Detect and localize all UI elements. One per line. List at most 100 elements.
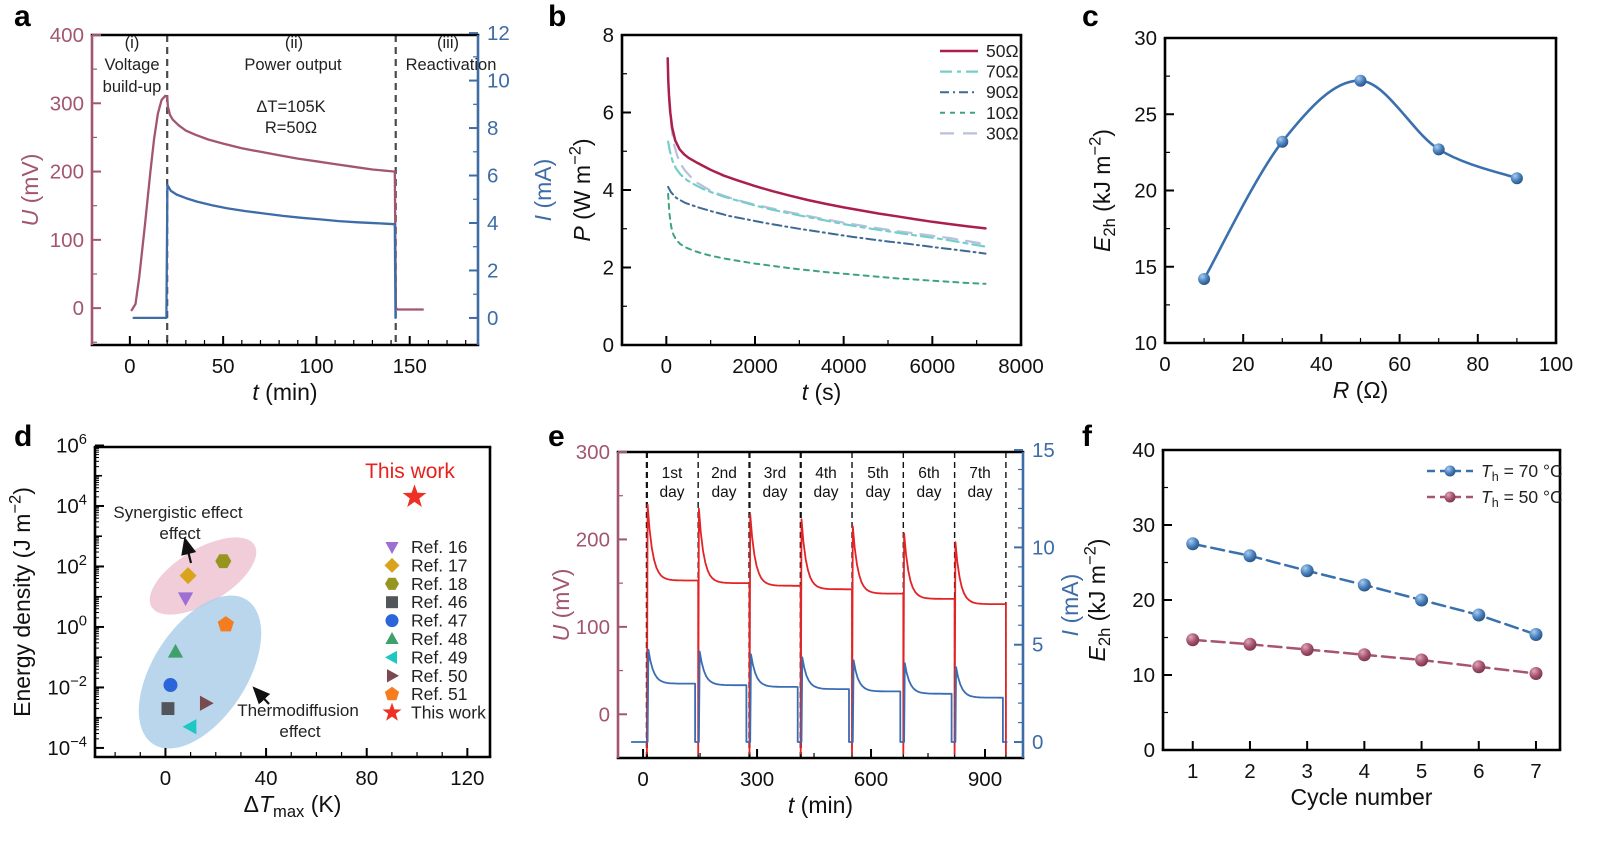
svg-text:Ref. 49: Ref. 49 <box>411 647 467 667</box>
svg-text:Synergistic effect: Synergistic effect <box>113 503 242 522</box>
panel-d-chart: 0 40 80 120 106 104 102 100 10−2 10−4 ΔTmax (K) Ene… <box>5 432 492 821</box>
svg-text:300: 300 <box>740 768 774 791</box>
svg-text:0: 0 <box>124 355 135 378</box>
svg-text:30: 30 <box>1132 514 1155 537</box>
axes: 0 300 600 900 0 100 200 300 0 5 10 15 <box>576 439 1055 791</box>
svg-text:Th = 50 °C: Th = 50 °C <box>1481 487 1563 510</box>
svg-text:Ref. 16: Ref. 16 <box>411 537 467 557</box>
svg-text:(i): (i) <box>125 34 140 52</box>
axis-titles: R (Ω) E2h (kJ m−2) <box>1085 129 1388 403</box>
axis-titles: t (s) P (W m−2) <box>565 138 841 405</box>
svg-text:0: 0 <box>1144 739 1155 762</box>
svg-text:15: 15 <box>1032 439 1055 462</box>
svg-text:Power output: Power output <box>244 56 342 74</box>
series-lines <box>666 57 987 285</box>
svg-text:t (min): t (min) <box>252 379 317 405</box>
svg-text:0: 0 <box>661 355 672 378</box>
svg-text:10−2: 10−2 <box>47 674 87 700</box>
svg-text:effect: effect <box>159 524 201 543</box>
svg-text:2nd: 2nd <box>711 465 737 482</box>
svg-text:E2h (kJ m−2): E2h (kJ m−2) <box>1085 129 1119 252</box>
svg-text:Ref. 50: Ref. 50 <box>411 666 468 686</box>
svg-text:70Ω: 70Ω <box>986 62 1019 82</box>
panel-e-label: e <box>548 420 565 453</box>
svg-text:R (Ω): R (Ω) <box>1333 377 1389 403</box>
svg-text:12: 12 <box>487 22 510 45</box>
svg-text:15: 15 <box>1134 256 1157 279</box>
panel-f-label: f <box>1082 420 1092 453</box>
panel-b: b 0 2000 4000 6000 8000 0 2 4 6 8 t (s) P (W m−2) 50… <box>534 0 1068 420</box>
svg-text:Ref. 47: Ref. 47 <box>411 611 467 631</box>
svg-text:0: 0 <box>603 334 614 357</box>
axes: 0 20 40 60 80 100 10 15 20 25 30 <box>1134 27 1573 376</box>
axis-titles: t (min) U (mV) I (mA) <box>548 569 1083 818</box>
svg-text:3rd: 3rd <box>764 465 786 482</box>
svg-text:I (mA): I (mA) <box>530 159 556 222</box>
svg-text:6th: 6th <box>918 465 940 482</box>
svg-text:Ref. 17: Ref. 17 <box>411 555 467 575</box>
svg-text:50Ω: 50Ω <box>986 41 1019 61</box>
svg-text:ΔTmax (K): ΔTmax (K) <box>244 791 342 821</box>
svg-text:30Ω: 30Ω <box>986 123 1019 143</box>
annotations: 1st day 2nd day 3rd day 4th day 5th day 6th day 7th d… <box>660 465 993 501</box>
svg-text:U (mV): U (mV) <box>17 154 43 227</box>
panel-e: e 0 300 600 900 0 100 200 300 0 5 10 15 t (min) U (mV… <box>534 420 1083 841</box>
svg-text:20: 20 <box>1132 589 1155 612</box>
svg-text:ΔT=105K: ΔT=105K <box>256 98 325 116</box>
panel-f: f 1 2 3 4 5 6 7 0 10 20 30 40 Cycle number E2h (kJ m−… <box>1068 420 1602 841</box>
svg-text:4: 4 <box>603 179 614 202</box>
svg-text:day: day <box>917 484 942 501</box>
svg-text:t (min): t (min) <box>788 792 853 818</box>
svg-text:day: day <box>763 484 788 501</box>
svg-text:100: 100 <box>50 229 84 252</box>
axis-titles: t (min) U (mV) I (mA) <box>17 154 556 405</box>
svg-text:U (mV): U (mV) <box>548 569 574 642</box>
legend: Th = 70 °C Th = 50 °C <box>1427 461 1563 510</box>
svg-text:4: 4 <box>1359 760 1370 783</box>
svg-text:300: 300 <box>50 92 84 115</box>
svg-text:2: 2 <box>603 257 614 280</box>
svg-text:25: 25 <box>1134 103 1157 126</box>
series-lines <box>630 503 1008 755</box>
svg-text:0: 0 <box>637 768 648 791</box>
svg-text:6: 6 <box>603 102 614 125</box>
svg-text:(ii): (ii) <box>285 34 303 52</box>
axes: 0 40 80 120 106 104 102 100 10−2 10−4 <box>47 432 492 790</box>
svg-text:1st: 1st <box>662 465 683 482</box>
svg-text:106: 106 <box>56 432 87 458</box>
svg-text:6: 6 <box>487 165 498 188</box>
svg-text:6: 6 <box>1473 760 1484 783</box>
svg-text:100: 100 <box>576 616 610 639</box>
svg-text:P (W m−2): P (W m−2) <box>565 138 595 241</box>
svg-text:day: day <box>660 484 685 501</box>
svg-text:build-up: build-up <box>103 78 162 96</box>
background-shapes <box>138 537 262 749</box>
annotations: (i) Voltage build-up (ii) Power output ΔT=105… <box>103 34 497 137</box>
guide-lines <box>166 35 397 345</box>
panel-a-label: a <box>14 0 31 33</box>
panel-c-chart: 0 20 40 60 80 100 10 15 20 25 30 R (Ω) E2h (kJ m−2) <box>1085 27 1573 403</box>
svg-text:8000: 8000 <box>998 355 1044 378</box>
svg-text:t (s): t (s) <box>802 379 842 405</box>
series-lines <box>130 94 424 320</box>
panel-a-chart: 0 50 100 150 0 100 200 300 400 0 2 4 6 8 10 12 t (min) U … <box>17 22 556 405</box>
svg-text:2000: 2000 <box>732 355 778 378</box>
svg-text:0: 0 <box>1032 731 1043 754</box>
svg-text:4000: 4000 <box>821 355 867 378</box>
panel-a: a 0 50 100 150 0 100 200 300 400 0 2 4 6 8 10 12 t (min)… <box>0 0 556 420</box>
svg-text:4: 4 <box>487 212 498 235</box>
svg-text:200: 200 <box>50 161 84 184</box>
svg-text:8: 8 <box>603 24 614 47</box>
svg-text:10Ω: 10Ω <box>986 103 1019 123</box>
svg-text:40: 40 <box>1132 439 1155 462</box>
svg-text:(iii): (iii) <box>437 34 459 52</box>
svg-text:Ref. 18: Ref. 18 <box>411 574 467 594</box>
series-markers <box>161 484 427 735</box>
svg-text:7th: 7th <box>969 465 991 482</box>
svg-text:3: 3 <box>1301 760 1312 783</box>
svg-text:Ref. 51: Ref. 51 <box>411 684 467 704</box>
svg-text:Cycle number: Cycle number <box>1291 784 1433 810</box>
svg-text:104: 104 <box>56 492 87 518</box>
